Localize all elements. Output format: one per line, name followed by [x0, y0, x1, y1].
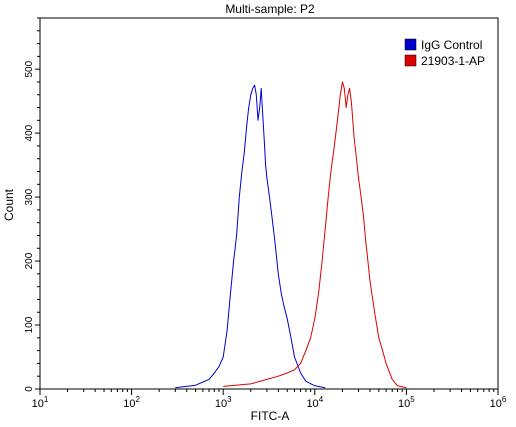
- x-tick-label: 103: [215, 395, 232, 410]
- x-axis-ticks-group: 101 102 103 104 105 106: [32, 389, 507, 410]
- series-line-igg-control: [175, 84, 326, 389]
- y-tick-label: 300: [24, 188, 35, 205]
- plot-frame: [39, 17, 499, 390]
- series-line-21903-1-ap: [223, 81, 407, 389]
- x-tick-label: 104: [306, 395, 323, 410]
- legend: IgG Control 21903-1-AP: [404, 38, 485, 68]
- y-tick-label: 0: [24, 386, 35, 392]
- legend-swatch-21903-1-ap: [404, 54, 417, 67]
- x-tick-label: 105: [398, 395, 415, 410]
- legend-swatch-igg-control: [404, 38, 417, 51]
- legend-label-21903-1-ap: 21903-1-AP: [421, 54, 485, 68]
- y-axis-label: Count: [2, 188, 16, 221]
- x-axis-label: FITC-A: [251, 409, 290, 423]
- y-tick-label: 500: [24, 60, 35, 77]
- x-tick-label: 106: [490, 395, 507, 410]
- y-tick-label: 400: [24, 124, 35, 141]
- x-tick-label: 101: [32, 395, 49, 410]
- series-lines-group: [175, 81, 407, 389]
- legend-label-igg-control: IgG Control: [421, 38, 482, 52]
- y-tick-label: 100: [24, 316, 35, 333]
- chart-title: Multi-sample: P2: [225, 2, 315, 16]
- y-tick-label: 200: [24, 252, 35, 269]
- x-tick-label: 102: [123, 395, 140, 410]
